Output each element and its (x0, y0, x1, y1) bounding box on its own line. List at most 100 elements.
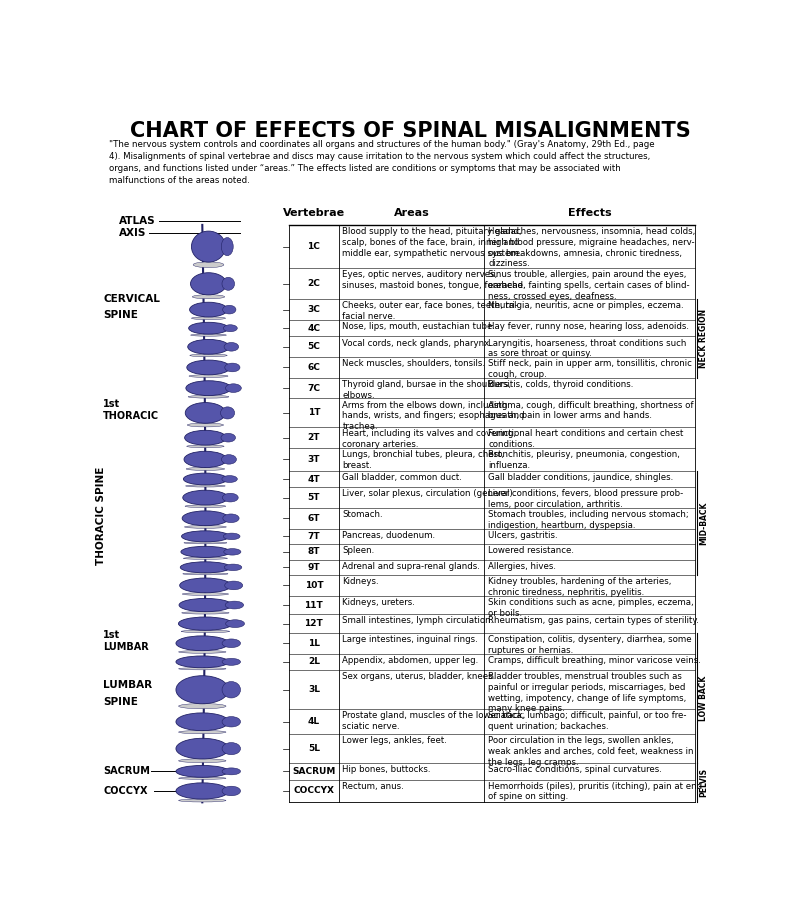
Text: Gall bladder conditions, jaundice, shingles.: Gall bladder conditions, jaundice, shing… (488, 473, 674, 482)
Ellipse shape (189, 323, 228, 335)
Text: 2L: 2L (308, 657, 320, 666)
Text: Nose, lips, mouth, eustachian tube.: Nose, lips, mouth, eustachian tube. (342, 322, 495, 331)
Text: Cramps, difficult breathing, minor varicose veins.: Cramps, difficult breathing, minor varic… (488, 656, 701, 664)
Text: SPINE: SPINE (103, 311, 138, 320)
Text: Cheeks, outer ear, face bones, teeth, tri-
facial nerve.: Cheeks, outer ear, face bones, teeth, tr… (342, 301, 518, 321)
Ellipse shape (191, 231, 226, 262)
Text: LOW BACK: LOW BACK (698, 675, 708, 720)
Text: Areas: Areas (394, 208, 430, 218)
Text: 3L: 3L (308, 686, 320, 694)
Text: Eyes, optic nerves, auditory nerves,
sinuses, mastoid bones, tongue, forehead.: Eyes, optic nerves, auditory nerves, sin… (342, 270, 526, 290)
Ellipse shape (222, 658, 241, 665)
Text: CHART OF EFFECTS OF SPINAL MISALIGNMENTS: CHART OF EFFECTS OF SPINAL MISALIGNMENTS (130, 121, 690, 141)
Text: 4L: 4L (308, 717, 320, 726)
Text: Rheumatism, gas pains, certain types of sterility.: Rheumatism, gas pains, certain types of … (488, 617, 699, 626)
Text: SPINE: SPINE (103, 697, 138, 707)
Ellipse shape (181, 546, 230, 558)
Ellipse shape (221, 407, 234, 419)
Text: Kidney troubles, hardening of the arteries,
chronic tiredness, nephritis, pyelit: Kidney troubles, hardening of the arteri… (488, 577, 671, 597)
Text: 7T: 7T (307, 532, 320, 541)
Ellipse shape (178, 617, 232, 630)
Ellipse shape (191, 317, 226, 320)
Text: Pancreas, duodenum.: Pancreas, duodenum. (342, 531, 435, 539)
Text: malfunctions of the areas noted.: malfunctions of the areas noted. (110, 176, 250, 185)
Text: THORACIC SPINE: THORACIC SPINE (96, 467, 106, 565)
Ellipse shape (182, 593, 229, 596)
Ellipse shape (190, 302, 227, 317)
Text: Gall bladder, common duct.: Gall bladder, common duct. (342, 473, 462, 482)
Text: 10T: 10T (305, 581, 323, 590)
Text: 3T: 3T (308, 455, 320, 464)
Ellipse shape (182, 531, 230, 542)
Ellipse shape (178, 777, 226, 779)
Ellipse shape (222, 237, 234, 255)
Ellipse shape (222, 682, 241, 698)
Text: Prostate gland, muscles of the lower back,
sciatic nerve.: Prostate gland, muscles of the lower bac… (342, 711, 526, 732)
Ellipse shape (193, 262, 224, 267)
Ellipse shape (222, 639, 241, 648)
Text: 2T: 2T (308, 433, 320, 442)
Text: Lowered resistance.: Lowered resistance. (488, 546, 574, 555)
Text: COCCYX: COCCYX (103, 786, 147, 796)
Text: 2C: 2C (307, 279, 320, 289)
Text: 5L: 5L (308, 744, 320, 754)
Text: 1T: 1T (308, 408, 320, 417)
Text: LUMBAR: LUMBAR (103, 641, 149, 652)
Text: "The nervous system controls and coordinates all organs and structures of the hu: "The nervous system controls and coordin… (110, 140, 655, 149)
Ellipse shape (187, 360, 230, 375)
Ellipse shape (222, 743, 241, 754)
Text: Asthma, cough, difficult breathing, shortness of
breath, pain in lower arms and : Asthma, cough, difficult breathing, shor… (488, 401, 694, 420)
Text: Small intestines, lymph circulation.: Small intestines, lymph circulation. (342, 617, 494, 626)
Ellipse shape (186, 445, 224, 448)
Text: 5C: 5C (307, 342, 320, 351)
Text: Poor circulation in the legs, swollen ankles,
weak ankles and arches, cold feet,: Poor circulation in the legs, swollen an… (488, 736, 694, 766)
Ellipse shape (184, 451, 226, 468)
Ellipse shape (186, 485, 226, 487)
Ellipse shape (224, 564, 242, 571)
Text: Rectum, anus.: Rectum, anus. (342, 782, 404, 790)
Text: Lower legs, ankles, feet.: Lower legs, ankles, feet. (342, 736, 447, 745)
Text: 1L: 1L (308, 639, 320, 648)
Text: Effects: Effects (568, 208, 612, 218)
Text: 3C: 3C (307, 305, 320, 314)
Text: Appendix, abdomen, upper leg.: Appendix, abdomen, upper leg. (342, 656, 478, 664)
Text: Stomach troubles, including nervous stomach;
indigestion, heartburn, dyspepsia.: Stomach troubles, including nervous stom… (488, 510, 689, 530)
Ellipse shape (178, 799, 226, 802)
Ellipse shape (222, 278, 234, 290)
Ellipse shape (186, 380, 231, 395)
Text: 4C: 4C (307, 323, 320, 333)
Text: SACRUM: SACRUM (292, 766, 335, 776)
Ellipse shape (178, 704, 226, 709)
Text: THORACIC: THORACIC (103, 412, 159, 422)
Ellipse shape (189, 375, 228, 378)
Text: 1st: 1st (103, 400, 120, 410)
Text: Sciatica; lumbago; difficult, painful, or too fre-
quent urination; backaches.: Sciatica; lumbago; difficult, painful, o… (488, 711, 686, 732)
Text: Kidneys.: Kidneys. (342, 577, 379, 586)
Ellipse shape (183, 473, 227, 485)
Ellipse shape (178, 668, 226, 670)
Text: 11T: 11T (305, 600, 323, 609)
Text: Laryngitis, hoarseness, throat conditions such
as sore throat or quinsy.: Laryngitis, hoarseness, throat condition… (488, 338, 686, 358)
Ellipse shape (178, 731, 226, 733)
Text: Thyroid gland, bursae in the shoulders,
elbows.: Thyroid gland, bursae in the shoulders, … (342, 380, 511, 400)
Text: Bronchitis, pleurisy, pneumonia, congestion,
influenza.: Bronchitis, pleurisy, pneumonia, congest… (488, 450, 680, 470)
Text: SACRUM: SACRUM (103, 766, 150, 777)
Ellipse shape (176, 783, 229, 800)
Text: ATLAS: ATLAS (118, 216, 155, 226)
Ellipse shape (222, 717, 241, 727)
Text: Adrenal and supra-renal glands.: Adrenal and supra-renal glands. (342, 562, 480, 571)
Text: COCCYX: COCCYX (294, 787, 334, 796)
Text: Liver, solar plexus, circulation (general).: Liver, solar plexus, circulation (genera… (342, 490, 516, 498)
Ellipse shape (224, 343, 238, 351)
Ellipse shape (182, 490, 228, 505)
Ellipse shape (222, 475, 238, 482)
Ellipse shape (186, 403, 226, 424)
Ellipse shape (222, 455, 237, 464)
Text: 5T: 5T (308, 494, 320, 502)
Text: Bladder troubles, menstrual troubles such as
painful or irregular periods, misca: Bladder troubles, menstrual troubles suc… (488, 672, 686, 713)
Ellipse shape (222, 768, 241, 775)
Text: CERVICAL: CERVICAL (103, 294, 160, 304)
Text: Sex organs, uterus, bladder, knees.: Sex organs, uterus, bladder, knees. (342, 672, 496, 681)
Text: Hip bones, buttocks.: Hip bones, buttocks. (342, 766, 431, 774)
Ellipse shape (183, 573, 228, 575)
